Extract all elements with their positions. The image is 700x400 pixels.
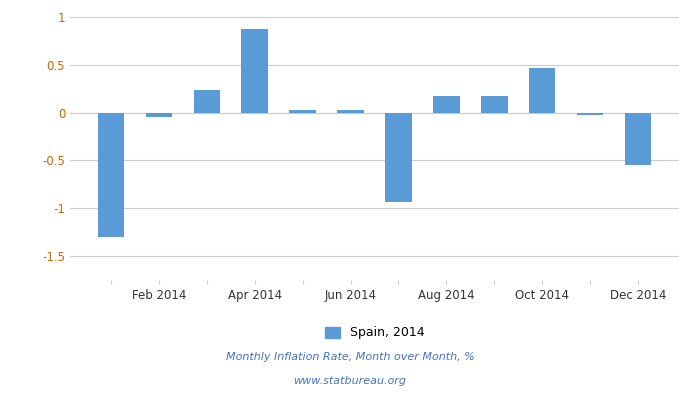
Bar <box>577 112 603 115</box>
Text: Monthly Inflation Rate, Month over Month, %: Monthly Inflation Rate, Month over Month… <box>225 352 475 362</box>
Bar <box>625 112 651 165</box>
Bar <box>385 112 412 202</box>
Bar <box>433 96 460 112</box>
Text: www.statbureau.org: www.statbureau.org <box>293 376 407 386</box>
Bar <box>241 29 268 112</box>
Bar <box>337 110 364 112</box>
Bar <box>481 96 508 112</box>
Bar <box>98 112 124 237</box>
Bar <box>529 68 556 112</box>
Bar <box>146 112 172 117</box>
Bar <box>193 90 220 112</box>
Bar <box>289 110 316 112</box>
Legend: Spain, 2014: Spain, 2014 <box>325 326 424 340</box>
